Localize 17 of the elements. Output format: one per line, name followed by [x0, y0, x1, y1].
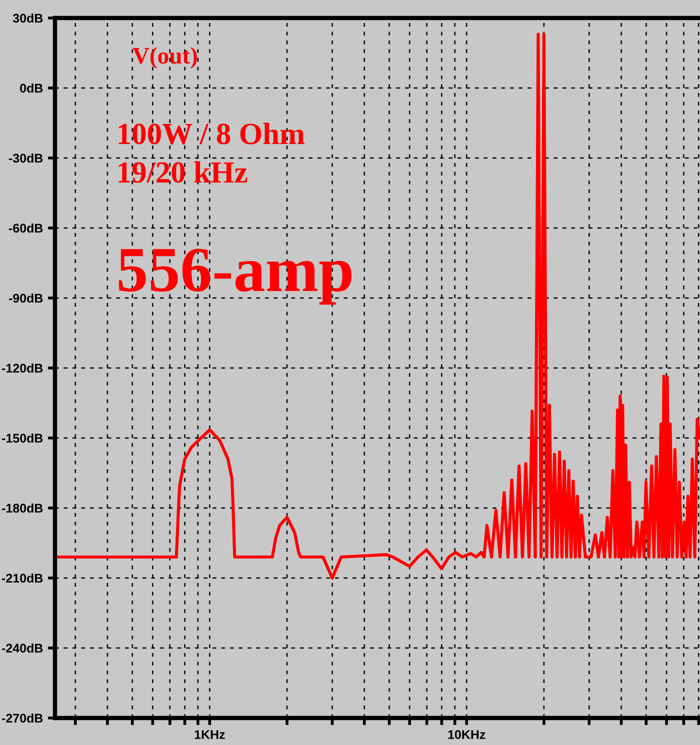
annotation: 100W / 8 Ohm [118, 122, 305, 144]
y-tick-label: 30dB [12, 13, 43, 23]
x-tick-label: 10KHz [448, 730, 486, 739]
y-tick-label: -60dB [8, 223, 43, 233]
annotation: 19/20 kHz [118, 161, 248, 183]
y-tick-label: -240dB [2, 643, 43, 653]
y-tick-label: -120dB [2, 363, 43, 373]
y-tick-label: -30dB [8, 153, 43, 163]
x-tick-label: 1KHz [194, 730, 225, 739]
y-tick-label: -270dB [2, 713, 43, 723]
annotation: V(out) [132, 47, 197, 69]
annotation: 556-amp [118, 248, 352, 305]
y-tick-label: -180dB [2, 503, 43, 513]
y-tick-label: -90dB [8, 293, 43, 303]
y-tick-label: 0dB [20, 83, 43, 93]
y-tick-label: -150dB [2, 433, 43, 443]
y-tick-label: -210dB [2, 573, 43, 583]
